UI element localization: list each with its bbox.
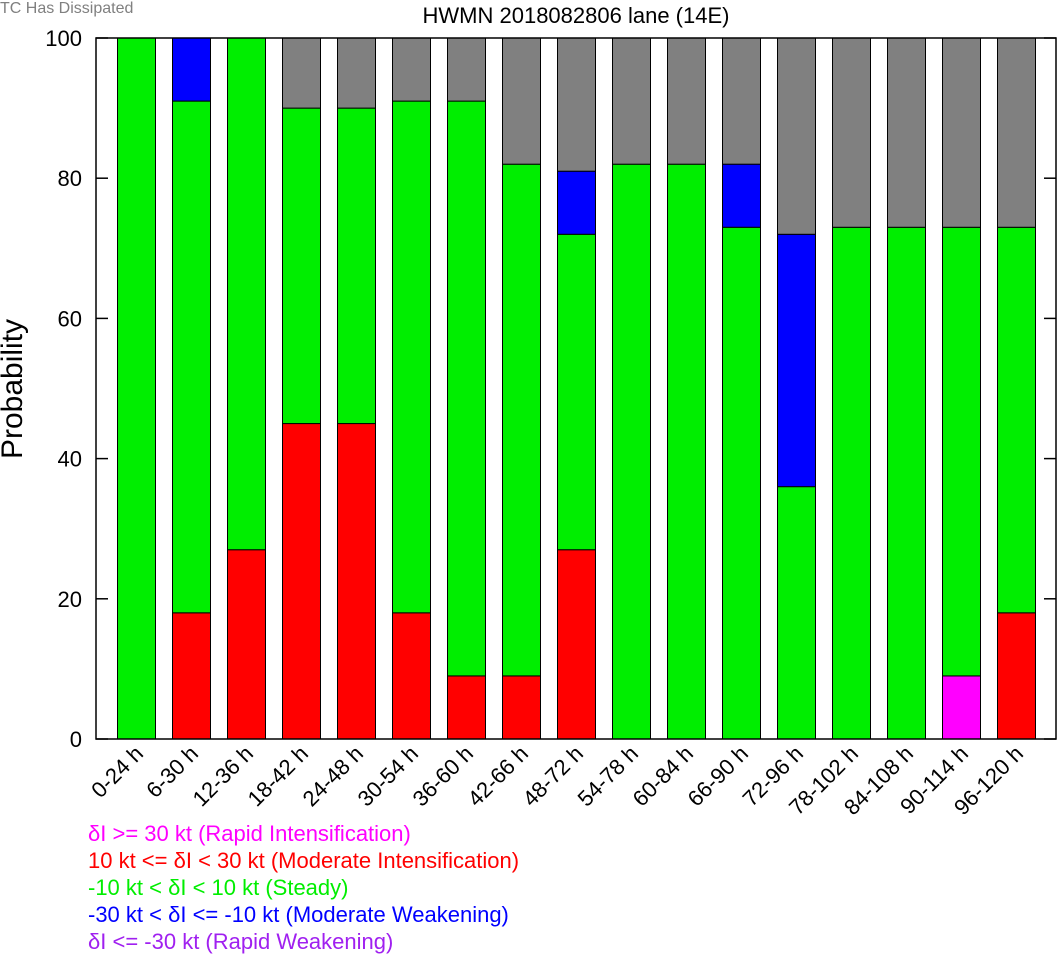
x-tick-label: 12-36 h bbox=[188, 741, 258, 811]
bar-segment-tc-has-dissipated-3 bbox=[282, 37, 321, 109]
legend: δI >= 30 kt (Rapid Intensification) 10 k… bbox=[88, 820, 519, 955]
bar-segment-steady-12 bbox=[777, 486, 816, 740]
y-tick-label: 40 bbox=[58, 447, 82, 472]
bar-segment-steady-7 bbox=[502, 163, 541, 677]
bar-segment-steady-4 bbox=[337, 107, 376, 425]
x-tick-label: 42-66 h bbox=[463, 741, 533, 811]
bar-segment-moderate-intensification-1 bbox=[172, 612, 211, 740]
bar-segment-moderate-intensification-7 bbox=[502, 675, 541, 740]
y-tick-label: 0 bbox=[70, 727, 82, 752]
bar-segment-steady-1 bbox=[172, 100, 211, 614]
y-tick-label: 80 bbox=[58, 166, 82, 191]
bar-segment-rapid-intensification-15 bbox=[942, 675, 981, 740]
bar-segment-tc-has-dissipated-13 bbox=[832, 37, 871, 228]
x-tick-label: 36-60 h bbox=[408, 741, 478, 811]
bar-segment-tc-has-dissipated-14 bbox=[887, 37, 926, 228]
bar-segment-steady-9 bbox=[612, 163, 651, 740]
bar-segment-tc-has-dissipated-9 bbox=[612, 37, 651, 165]
y-tick-label: 100 bbox=[45, 26, 82, 51]
bar-segment-moderate-intensification-6 bbox=[447, 675, 486, 740]
bar-segment-moderate-weakening-12 bbox=[777, 233, 816, 488]
legend-item-dissipated: TC Has Dissipated bbox=[0, 0, 134, 17]
bar-segment-moderate-weakening-8 bbox=[557, 170, 596, 235]
bar-segment-moderate-intensification-4 bbox=[337, 423, 376, 740]
bar-segment-tc-has-dissipated-6 bbox=[447, 37, 486, 102]
bar-segment-moderate-weakening-11 bbox=[722, 163, 761, 228]
x-tick-label: 54-78 h bbox=[573, 741, 643, 811]
bar-segment-steady-3 bbox=[282, 107, 321, 425]
bar-segment-tc-has-dissipated-4 bbox=[337, 37, 376, 109]
bar-segment-steady-2 bbox=[227, 37, 266, 551]
bar-segment-moderate-intensification-5 bbox=[392, 612, 431, 740]
x-tick-label: 24-48 h bbox=[298, 741, 368, 811]
x-tick-label: 48-72 h bbox=[518, 741, 588, 811]
bar-segment-tc-has-dissipated-8 bbox=[557, 37, 596, 172]
bar-segment-steady-16 bbox=[997, 226, 1036, 614]
legend-item-rapid-weakening: δI <= -30 kt (Rapid Weakening) bbox=[88, 929, 394, 954]
bar-segment-tc-has-dissipated-7 bbox=[502, 37, 541, 165]
bar-segment-moderate-intensification-3 bbox=[282, 423, 321, 740]
y-tick-label: 20 bbox=[58, 587, 82, 612]
bar-segment-tc-has-dissipated-16 bbox=[997, 37, 1036, 228]
bar-segment-tc-has-dissipated-11 bbox=[722, 37, 761, 165]
bar-segment-steady-8 bbox=[557, 233, 596, 551]
bar-segment-tc-has-dissipated-15 bbox=[942, 37, 981, 228]
bar-segment-moderate-intensification-8 bbox=[557, 549, 596, 740]
chart-svg: HWMN 2018082806 lane (14E) Probability 0… bbox=[0, 3, 1057, 820]
legend-item-rapid-intensification: δI >= 30 kt (Rapid Intensification) bbox=[88, 821, 411, 846]
legend-item-moderate-weakening: -30 kt < δI <= -10 kt (Moderate Weakenin… bbox=[88, 902, 509, 927]
plot-frame bbox=[95, 37, 1057, 740]
bar-segment-tc-has-dissipated-5 bbox=[392, 37, 431, 102]
bar-segment-steady-10 bbox=[667, 163, 706, 740]
x-tick-label: 60-84 h bbox=[628, 741, 698, 811]
bars-group bbox=[117, 37, 1036, 740]
y-tick-label: 60 bbox=[58, 306, 82, 331]
bar-segment-steady-5 bbox=[392, 100, 431, 614]
bar-segment-steady-11 bbox=[722, 226, 761, 740]
legend-item-moderate-intensification: 10 kt <= δI < 30 kt (Moderate Intensific… bbox=[88, 848, 520, 873]
legend-item-steady: -10 kt < δI < 10 kt (Steady) bbox=[88, 875, 349, 900]
x-tick-label: 18-42 h bbox=[243, 741, 313, 811]
chart-title: HWMN 2018082806 lane (14E) bbox=[423, 3, 730, 28]
x-tick-label: 0-24 h bbox=[86, 741, 148, 803]
x-tick-label: 30-54 h bbox=[353, 741, 423, 811]
bar-segment-steady-14 bbox=[887, 226, 926, 740]
bar-segment-tc-has-dissipated-12 bbox=[777, 37, 816, 235]
bar-segment-steady-15 bbox=[942, 226, 981, 677]
bar-segment-steady-0 bbox=[117, 37, 156, 740]
bar-segment-moderate-intensification-2 bbox=[227, 549, 266, 740]
bar-segment-steady-6 bbox=[447, 100, 486, 677]
bar-segment-moderate-weakening-1 bbox=[172, 37, 211, 102]
bar-segment-tc-has-dissipated-10 bbox=[667, 37, 706, 165]
x-tick-label: 66-90 h bbox=[683, 741, 753, 811]
y-axis-label: Probability bbox=[0, 319, 29, 459]
bar-segment-steady-13 bbox=[832, 226, 871, 740]
bar-segment-moderate-intensification-16 bbox=[997, 612, 1036, 740]
